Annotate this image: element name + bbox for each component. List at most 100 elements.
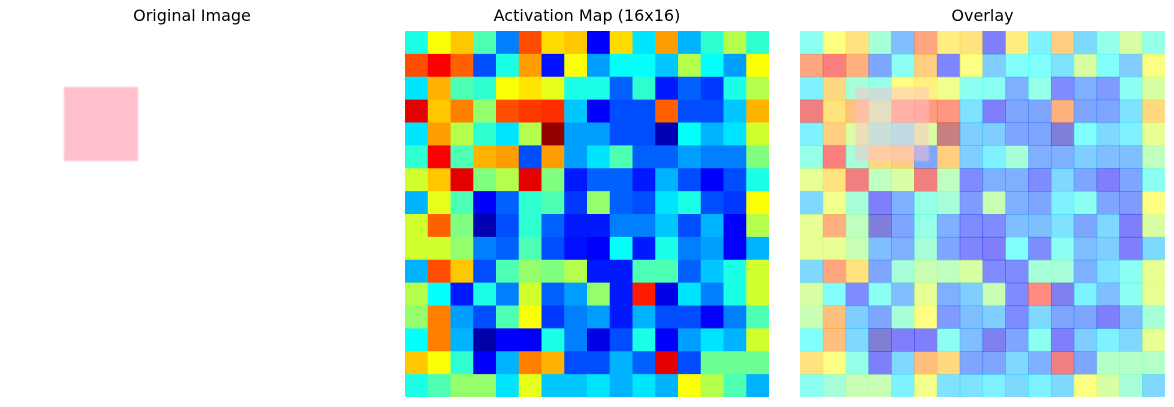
heatmap-cell [450,236,474,261]
overlay-cell [1073,236,1098,261]
heatmap-cell [587,214,611,238]
overlay-cell [1028,53,1052,78]
overlay-cell [936,259,961,284]
heatmap-cell [655,122,679,146]
overlay-cell [800,99,824,124]
heatmap-cell [450,145,474,169]
overlay-cell [800,236,824,261]
heatmap-cell [405,214,429,238]
heatmap-cell [723,214,747,238]
heatmap-cell [723,351,747,375]
heatmap-cell [541,374,565,397]
overlay-cell [1050,99,1075,124]
overlay-cell [845,236,870,261]
heatmap-cell [564,76,588,101]
heatmap-cell [450,374,474,397]
overlay-cell [914,374,938,397]
overlay-cell [959,374,984,397]
heatmap-cell [427,31,452,55]
heatmap-cell [496,122,520,146]
heatmap-cell [427,122,452,146]
overlay-cell [868,374,892,397]
overlay-cell [936,53,961,78]
heatmap-cell [541,305,565,329]
heatmap-cell [746,31,769,55]
overlay-cell [914,31,938,55]
heatmap-cell [609,191,634,215]
overlay-cell [1096,374,1120,397]
heatmap-cell [518,76,543,101]
activation-heatmap [405,31,769,397]
heatmap-cell [518,122,543,146]
overlay-cell [868,191,892,215]
heatmap-cell [496,259,520,284]
heatmap-cell [746,191,769,215]
heatmap-cell [655,259,679,284]
heatmap-cell [723,305,747,329]
heatmap-cell [746,214,769,238]
overlay-cell [891,351,915,375]
heatmap-cell [632,328,656,352]
overlay-cell [800,214,824,238]
heatmap-cell [700,191,725,215]
heatmap-cell [564,236,588,261]
overlay-image [800,31,1165,397]
overlay-cell [822,351,847,375]
heatmap-cell [496,76,520,101]
heatmap-cell [473,351,497,375]
heatmap-cell [450,305,474,329]
overlay-cell [822,328,847,352]
heatmap-cell [518,351,543,375]
heatmap-cell [541,191,565,215]
overlay-cell [1142,282,1165,307]
overlay-cell [936,236,961,261]
heatmap-cell [700,305,725,329]
overlay-cell [914,259,938,284]
heatmap-cell [541,31,565,55]
heatmap-cell [496,145,520,169]
heatmap-cell [564,328,588,352]
heatmap-cell [746,145,769,169]
heatmap-cell [655,99,679,124]
overlay-cell [891,168,915,192]
heatmap-cell [655,214,679,238]
heatmap-cell [427,351,452,375]
heatmap-cell [473,191,497,215]
heatmap-cell [723,53,747,78]
heatmap-cell [473,53,497,78]
heatmap-cell [723,282,747,307]
overlay-cell [1073,122,1098,146]
overlay-cell [1050,53,1075,78]
overlay-cell [1096,282,1120,307]
overlay-cell [845,53,870,78]
heatmap-cell [473,259,497,284]
overlay-cell [868,282,892,307]
overlay-cell [1005,76,1029,101]
heatmap-cell [587,168,611,192]
heatmap-cell [700,328,725,352]
overlay-cell [914,351,938,375]
overlay-cell [959,99,984,124]
heatmap-cell [678,53,702,78]
heatmap-cell [587,305,611,329]
overlay-cell [1096,191,1120,215]
overlay-cell [936,328,961,352]
heatmap-cell [723,374,747,397]
heatmap-cell [518,214,543,238]
overlay-cell [959,53,984,78]
overlay-cell [959,145,984,169]
heatmap-cell [541,236,565,261]
overlay-cell [1028,328,1052,352]
heatmap-cell [405,328,429,352]
overlay-cell [868,214,892,238]
overlay-cell [1142,374,1165,397]
overlay-cell [800,168,824,192]
heatmap-cell [655,31,679,55]
heatmap-cell [405,282,429,307]
overlay-cell [1096,31,1120,55]
heatmap-cell [473,374,497,397]
overlay-cell [1050,191,1075,215]
heatmap-cell [746,53,769,78]
overlay-cell [1050,122,1075,146]
heatmap-cell [496,305,520,329]
